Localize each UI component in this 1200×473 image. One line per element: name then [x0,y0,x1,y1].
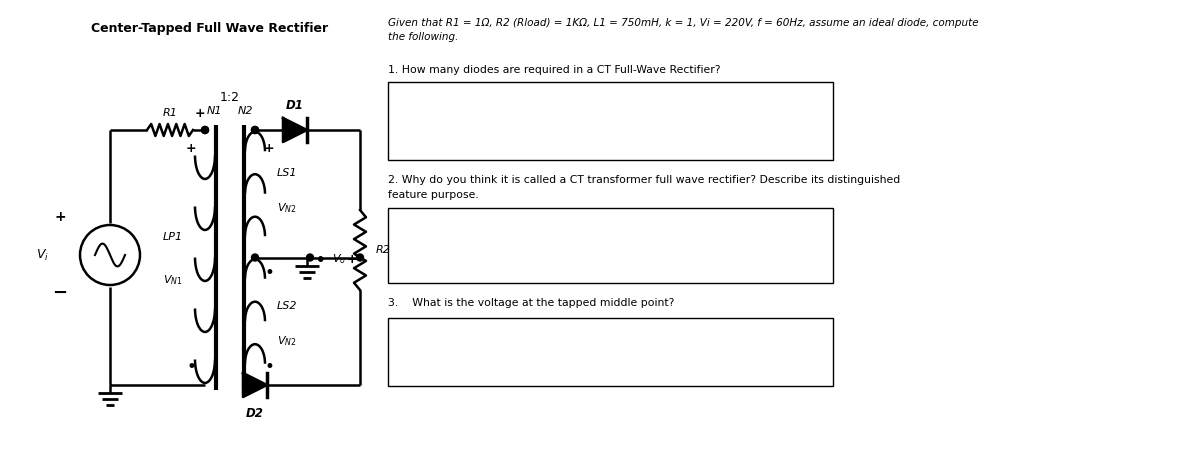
Text: +: + [186,141,197,155]
Text: D1: D1 [286,99,304,112]
Bar [388,82,833,160]
Text: •: • [264,358,274,376]
Polygon shape [242,373,266,397]
Text: +: + [54,210,66,224]
Circle shape [356,254,364,261]
Text: 3.    What is the voltage at the tapped middle point?: 3. What is the voltage at the tapped mid… [388,298,674,308]
Text: $V_{N2}$: $V_{N2}$ [277,201,296,215]
Text: R2: R2 [376,245,391,255]
Text: $V_o$: $V_o$ [332,253,346,266]
Text: feature purpose.: feature purpose. [388,190,479,200]
Polygon shape [283,118,307,142]
Text: the following.: the following. [388,32,458,42]
Circle shape [202,126,209,133]
Text: •: • [186,358,196,376]
Text: N1: N1 [208,106,222,116]
Circle shape [252,126,258,133]
Text: LS2: LS2 [277,301,298,311]
Text: 1. How many diodes are required in a CT Full-Wave Rectifier?: 1. How many diodes are required in a CT … [388,65,720,75]
Circle shape [252,254,258,261]
Bar [388,208,833,283]
Text: Given that R1 = 1Ω, R2 (Rload) = 1KΩ, L1 = 750mH, k = 1, Vi = 220V, f = 60Hz, as: Given that R1 = 1Ω, R2 (Rload) = 1KΩ, L1… [388,18,979,28]
Circle shape [252,126,258,133]
Text: Center-Tapped Full Wave Rectifier: Center-Tapped Full Wave Rectifier [91,22,329,35]
Text: D2: D2 [246,407,264,420]
Text: +: + [194,107,205,120]
Bar [388,318,833,386]
Text: 1:2: 1:2 [220,91,240,104]
Text: LP1: LP1 [163,232,182,242]
Text: LS1: LS1 [277,168,298,178]
Text: −: − [53,284,67,302]
Text: •: • [314,251,325,270]
Text: $V_i$: $V_i$ [36,247,48,263]
Text: +: + [347,253,358,266]
Circle shape [306,254,313,261]
Text: 2. Why do you think it is called a CT transformer full wave rectifier? Describe : 2. Why do you think it is called a CT tr… [388,175,900,185]
Text: +: + [264,141,275,155]
Text: $V_{N1}$: $V_{N1}$ [163,273,182,287]
Circle shape [202,126,209,133]
Text: $V_{N2}$: $V_{N2}$ [277,334,296,348]
Text: R1: R1 [162,108,178,118]
Text: N2: N2 [238,106,253,116]
Text: •: • [264,263,274,281]
